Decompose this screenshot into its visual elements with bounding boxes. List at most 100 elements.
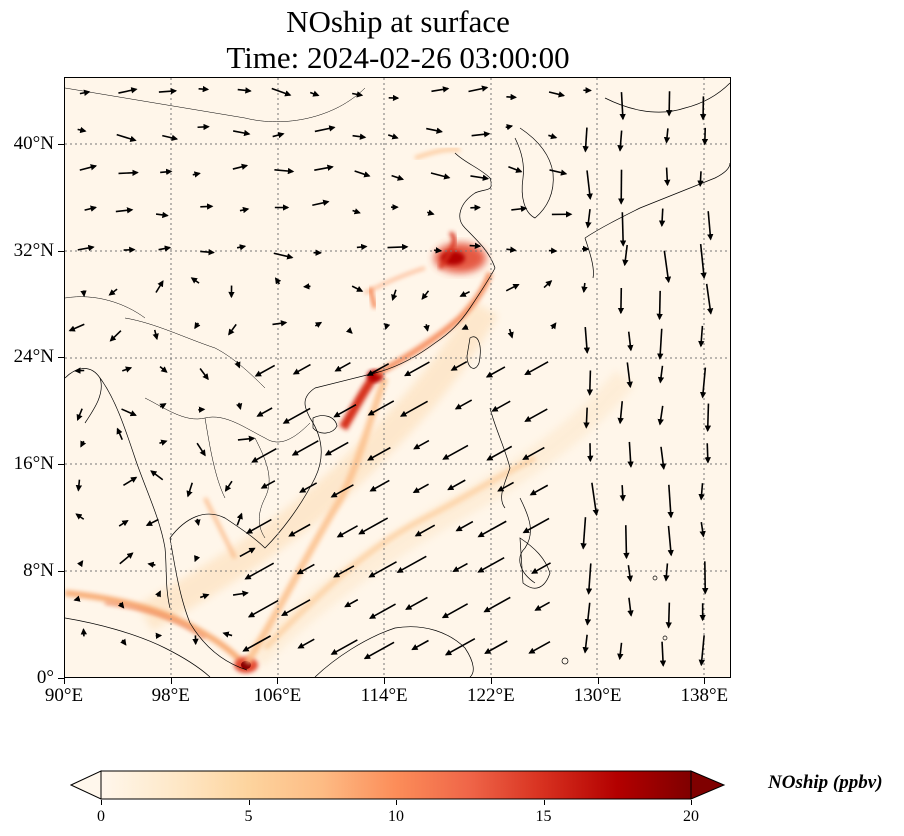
wind-arrow	[245, 518, 272, 534]
wind-arrow	[412, 483, 429, 494]
wind-arrow	[622, 244, 629, 267]
wind-arrow	[522, 446, 545, 460]
wind-arrow	[586, 370, 594, 396]
wind-arrow	[194, 518, 201, 527]
wind-arrow	[281, 599, 311, 617]
wind-arrow	[663, 128, 671, 144]
wind-arrow	[75, 479, 83, 492]
wind-arrow	[699, 367, 707, 399]
wind-arrow	[239, 206, 250, 214]
wind-arrow	[155, 280, 164, 293]
wind-arrow	[366, 363, 390, 376]
y-tick-label: 40°N	[13, 132, 54, 154]
wind-arrow	[506, 246, 517, 253]
wind-arrow	[324, 441, 349, 456]
wind-arrow	[194, 321, 201, 330]
wind-arrow	[505, 283, 520, 292]
wind-arrow	[122, 366, 133, 373]
wind-arrow	[658, 208, 666, 227]
wind-arrow	[152, 329, 159, 341]
wind-arrow	[251, 447, 277, 463]
wind-arrow	[334, 361, 351, 372]
wind-arrow	[80, 440, 87, 448]
wind-arrow	[314, 321, 323, 328]
wind-arrow	[583, 407, 590, 429]
wind-arrow	[239, 547, 256, 558]
wind-arrow	[352, 133, 367, 140]
wind-arrow	[254, 364, 276, 377]
wind-arrow	[256, 407, 273, 417]
wind-arrow	[222, 631, 233, 638]
wind-arrow	[699, 243, 707, 280]
wind-vectors	[68, 85, 714, 667]
wind-arrow	[427, 209, 435, 216]
wind-arrow	[477, 557, 505, 573]
wind-arrow	[591, 482, 599, 517]
wind-arrow	[232, 163, 249, 170]
wind-arrow	[623, 525, 630, 560]
wind-arrow	[76, 560, 84, 568]
wind-arrow	[351, 285, 364, 292]
wind-arrow	[471, 131, 491, 138]
wind-arrow	[344, 598, 359, 608]
x-tick-label: 122°E	[467, 685, 515, 706]
wind-arrow	[698, 483, 705, 501]
wind-arrow	[511, 205, 528, 213]
wind-arrow	[237, 87, 252, 94]
wind-arrow	[368, 561, 397, 578]
wind-arrow	[459, 290, 470, 297]
y-tick-label: 32°N	[13, 239, 54, 261]
colorbar-tick-label: 10	[388, 808, 404, 825]
wind-arrow	[272, 131, 285, 139]
x-tick-mark	[170, 678, 172, 684]
wind-arrow	[123, 476, 138, 487]
wind-arrow	[626, 362, 633, 389]
wind-arrow	[617, 401, 624, 425]
wind-arrow	[626, 565, 634, 583]
y-tick-mark	[58, 678, 64, 679]
wind-arrow	[528, 640, 551, 654]
wind-arrow	[236, 244, 247, 251]
wind-arrow	[109, 330, 122, 342]
wind-arrow	[159, 439, 168, 446]
wind-arrow	[485, 366, 506, 378]
wind-arrow	[399, 400, 428, 417]
wind-arrow	[145, 518, 159, 526]
wind-arrow	[273, 252, 294, 260]
wind-arrow	[119, 552, 134, 565]
map-canvas	[65, 78, 730, 677]
wind-arrow	[413, 439, 430, 450]
wind-arrow	[79, 164, 98, 171]
wind-arrow	[121, 408, 137, 417]
wind-arrow	[116, 133, 137, 142]
wind-arrow	[391, 174, 405, 181]
wind-arrow	[234, 361, 241, 369]
wind-arrow	[699, 521, 706, 538]
colorbar-tick-label: 5	[244, 808, 253, 825]
wind-arrow	[199, 368, 209, 381]
wind-arrow	[233, 129, 251, 137]
wind-arrow	[486, 445, 513, 461]
wind-arrow	[508, 166, 523, 173]
wind-arrow	[619, 485, 626, 502]
wind-arrow	[477, 520, 507, 538]
wind-arrow	[663, 563, 670, 582]
wind-arrow	[354, 170, 371, 178]
wind-arrow	[549, 169, 568, 176]
x-tick-label: 138°E	[680, 685, 729, 706]
wind-arrow	[550, 322, 557, 330]
wind-arrow	[586, 170, 593, 200]
wind-arrow	[197, 123, 210, 131]
colorbar-tick-mark	[248, 800, 250, 805]
wind-arrow	[491, 400, 511, 412]
wind-arrow	[159, 365, 168, 373]
wind-arrow	[627, 441, 634, 468]
wind-arrow	[314, 164, 334, 172]
wind-arrow	[534, 601, 550, 611]
wind-arrow	[452, 562, 468, 573]
wind-arrow	[330, 484, 354, 498]
wind-arrow	[272, 320, 288, 327]
colorbar-tick-label: 20	[683, 808, 699, 825]
wind-arrow	[450, 361, 468, 371]
wind-arrow	[405, 596, 428, 610]
